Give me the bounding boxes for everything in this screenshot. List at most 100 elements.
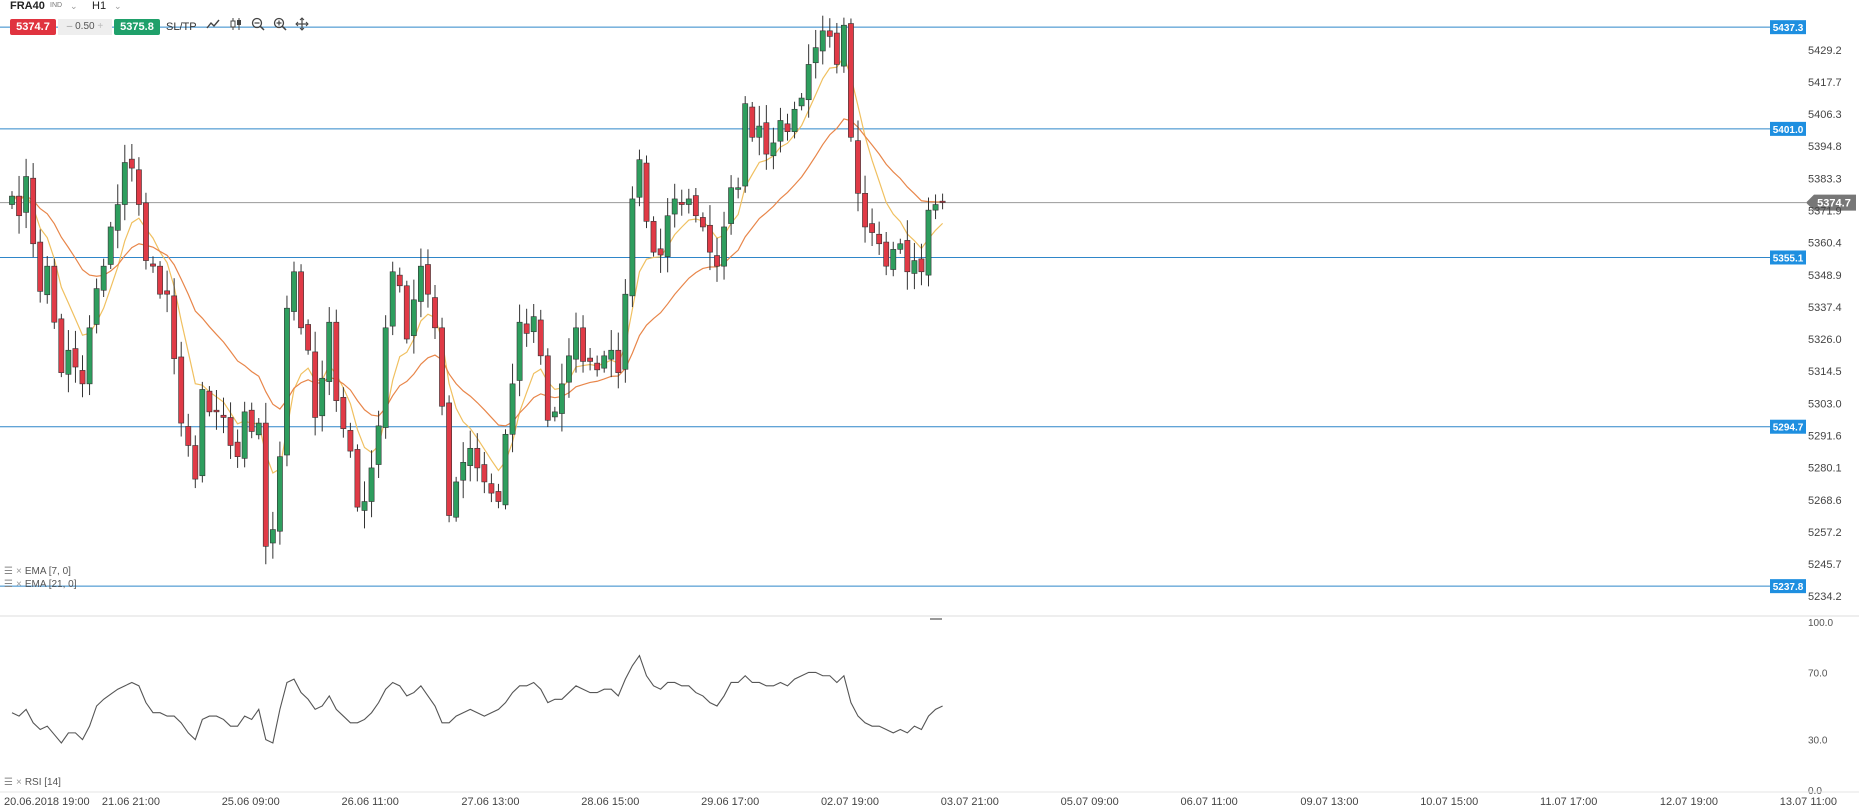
candle-body [650,221,657,253]
close-icon[interactable]: × [15,566,22,577]
candle-body [608,349,615,360]
menu-icon[interactable]: ☰ [4,579,13,590]
price-tick-label: 5348.9 [1808,270,1842,282]
candle-body [30,177,37,245]
time-tick-label: 09.07 13:00 [1300,796,1358,807]
candle-body [213,409,220,413]
candle-body [495,491,502,502]
sltp-button[interactable]: SL/TP [166,21,197,33]
plus-icon[interactable]: + [97,21,104,32]
price-tag-box [1770,121,1806,136]
time-tick-label: 02.07 19:00 [821,796,879,807]
candle-body [502,433,509,506]
rsi-panel: 100.070.030.00.0 [11,618,1833,797]
candle-body [37,241,44,292]
grid-lines [0,615,1859,620]
candle-type-icon[interactable] [227,17,245,35]
candle-body [347,430,354,452]
candle-body [643,162,650,222]
time-tick-label: 06.07 11:00 [1181,796,1238,807]
time-tick-label: 11.07 17:00 [1540,796,1597,807]
crosshair-move-icon[interactable] [293,17,311,35]
candle-body [136,169,142,205]
symbol-label[interactable]: FRA40 [10,0,45,12]
symbol-chevron-down-icon[interactable]: ⌄ [70,1,78,11]
candle-body [234,441,241,457]
ema-slow-legend[interactable]: ☰ × EMA [21, 0] [4,579,77,590]
candle-body [319,377,326,417]
candle-body [262,422,269,547]
menu-icon[interactable]: ☰ [4,566,13,577]
spread-value: 0.50 [75,21,95,32]
chart-toolbar: FRA40 IND ⌄ H1 ⌄ 5374.7 – 0.50 + 5375.8 … [0,0,420,42]
candle-body [164,290,170,295]
candle-body [622,293,629,370]
candle-body [721,226,727,267]
candle-body [530,316,537,333]
minus-icon[interactable]: – [66,21,73,32]
price-tick-label: 5429.2 [1808,45,1842,57]
candle-body [79,370,86,385]
candle-body [446,402,452,516]
ema-slow-line [11,118,943,427]
symbol-type-label: IND [50,2,63,9]
candles-layer [9,15,946,565]
candle-body [573,327,579,360]
line-chart-icon[interactable] [204,17,222,35]
buy-button[interactable]: 5375.8 [114,19,160,35]
candle-body [432,297,438,329]
ema-fast-legend[interactable]: ☰ × EMA [7, 0] [4,566,71,577]
candle-body [298,271,304,329]
spread-stepper[interactable]: – 0.50 + [58,19,112,35]
candle-body [65,349,72,375]
candle-body [227,417,234,446]
candle-body [516,321,523,381]
price-tick-label: 5234.2 [1808,591,1842,603]
candle-body [883,241,890,267]
candle-body [121,162,128,205]
candle-body [326,321,333,382]
horizontal-lines-layer[interactable]: 5437.3 5401.0 5355.1 5294.7 5237.8 5374.7 [0,20,1856,594]
time-tick-label: 05.07 09:00 [1061,796,1119,807]
candle-body [86,327,93,385]
current-price-label: 5374.7 [1817,198,1851,210]
rsi-legend[interactable]: ☰ × RSI [14] [4,777,61,788]
timeframe-selector[interactable]: H1 [92,0,107,12]
menu-icon[interactable]: ☰ [4,777,13,788]
time-tick-label: 10.07 15:00 [1420,796,1478,807]
rsi-tick-label: 100.0 [1808,618,1833,629]
price-tick-label: 5371.9 [1808,205,1842,217]
price-axis: 5429.2 5417.7 5406.3 5394.8 5383.3 5371.9 5360… [1808,45,1842,603]
candle-body [685,198,692,205]
candle-body [615,349,622,373]
candle-body [488,483,495,494]
price-tick-label: 5383.3 [1808,173,1842,185]
candle-body [375,425,382,465]
sell-button[interactable]: 5374.7 [10,19,56,35]
candle-body [220,414,227,418]
candle-body [932,204,939,211]
candle-body [354,449,361,508]
candle-body [714,255,720,267]
candle-body [460,462,467,481]
candle-body [566,355,572,383]
candle-body [93,288,100,325]
candle-body [805,64,812,101]
close-icon[interactable]: × [15,777,22,788]
price-tag-label: 5294.7 [1773,423,1804,434]
time-tick-label: 13.07 11:00 [1780,796,1837,807]
zoom-in-icon[interactable] [271,17,289,35]
candle-body [417,265,424,302]
candle-body [9,195,15,205]
close-icon[interactable]: × [15,579,22,590]
timeframe-chevron-down-icon[interactable]: ⌄ [114,1,122,11]
price-tag-box [1770,250,1806,265]
price-tick-label: 5314.5 [1808,366,1842,378]
candle-body [784,123,791,132]
zoom-out-icon[interactable] [249,17,267,35]
candle-body [269,529,276,544]
ema-slow-label: EMA [21, 0] [24,579,77,590]
candle-body [763,122,770,155]
candle-body [587,357,593,362]
